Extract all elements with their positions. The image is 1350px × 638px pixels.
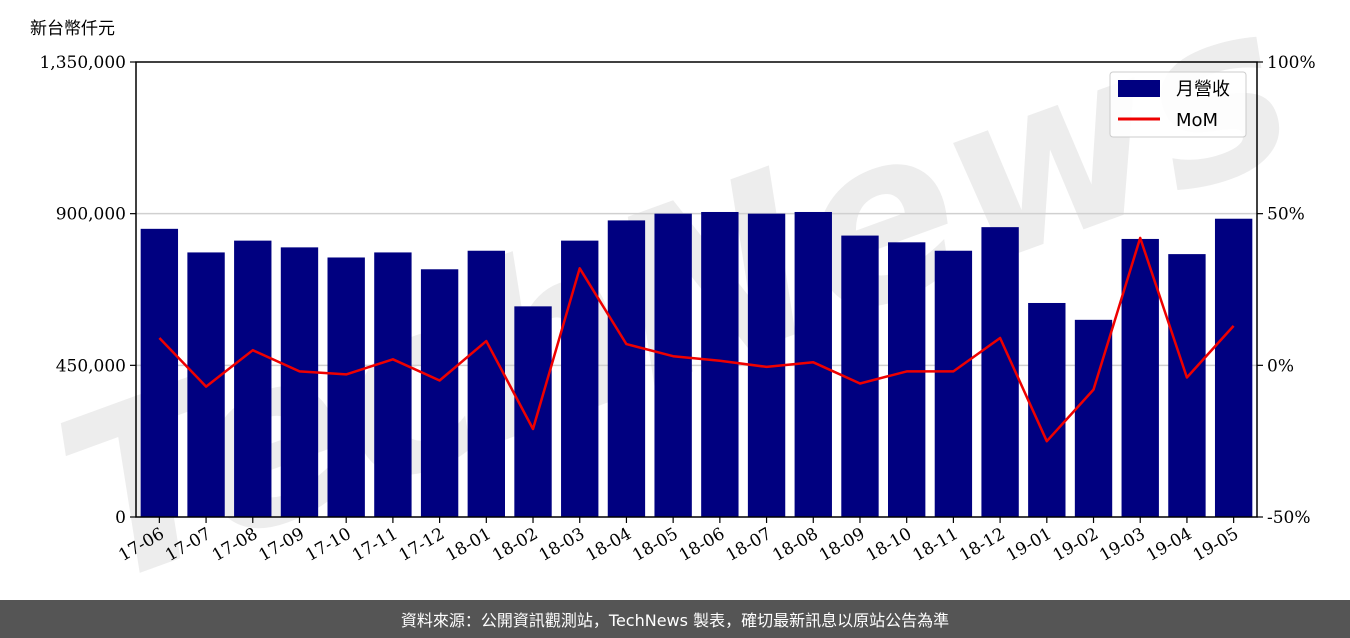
legend-swatch-bar [1118, 80, 1160, 97]
bar-18-03 [561, 240, 599, 517]
bar-17-09 [280, 247, 319, 518]
bar-17-10 [327, 257, 365, 517]
bar-17-07 [187, 252, 225, 518]
right-tick-label: 100% [1267, 53, 1316, 73]
x-tick-label: 18-06 [676, 524, 728, 566]
right-tick-label: -50% [1267, 508, 1311, 528]
left-tick-label: 1,350,000 [39, 53, 126, 73]
x-tick-label: 18-01 [442, 524, 494, 566]
right-axis: -50% 0% 50% 100% [1257, 53, 1316, 528]
bar-19-04 [1168, 254, 1206, 517]
left-tick-label: 0 [115, 508, 126, 528]
plot-frame [135, 61, 1258, 518]
x-tick-label: 18-09 [816, 524, 868, 566]
bar-18-04 [607, 220, 646, 517]
bar-17-06 [140, 228, 179, 518]
bar-17-08 [234, 240, 272, 517]
bar-18-12 [981, 227, 1019, 518]
mom-line-series [158, 236, 1235, 443]
x-tick-label: 19-01 [1003, 524, 1055, 566]
left-axis: 0 450,000 900,000 1,350,000 [39, 53, 136, 528]
x-tick-label: 18-11 [909, 524, 961, 566]
bar-18-11 [934, 250, 973, 518]
bar-18-02 [514, 306, 552, 517]
bar-17-12 [420, 269, 459, 517]
source-note: 資料來源：公開資訊觀測站，TechNews 製表，確切最新訊息以原站公告為準 [400, 611, 950, 630]
right-tick-label: 50% [1267, 205, 1305, 225]
left-tick-label: 450,000 [56, 356, 126, 376]
bar-19-03 [1121, 238, 1159, 517]
x-tick-label: 18-10 [863, 524, 915, 566]
x-tick-label: 19-03 [1096, 524, 1148, 566]
legend: 月營收 MoM [1109, 71, 1247, 138]
legend-label-mom: MoM [1176, 110, 1218, 131]
bar-18-01 [467, 250, 505, 518]
left-tick-label: 900,000 [56, 205, 126, 225]
x-tick-label: 18-08 [769, 524, 821, 566]
x-tick-label: 18-02 [489, 524, 541, 566]
bar-18-06 [701, 211, 739, 517]
right-tick-label: 0% [1267, 356, 1294, 376]
x-tick-label: 19-02 [1050, 524, 1102, 566]
revenue-chart: TechNews 新台幣仟元 0450,000900,0001,350,000 … [29, 0, 1324, 600]
bar-18-05 [654, 213, 692, 517]
legend-label-revenue: 月營收 [1176, 79, 1230, 100]
x-tick-label: 19-04 [1143, 524, 1195, 566]
x-tick-label: 18-07 [723, 524, 775, 566]
bar-17-11 [374, 252, 412, 518]
x-tick-label: 18-04 [582, 524, 634, 566]
bar-series [140, 211, 1253, 518]
x-tick-label: 18-12 [956, 524, 1008, 566]
grid-lines [136, 212, 1257, 367]
bar-19-05 [1214, 218, 1253, 517]
source-footer: 資料來源：公開資訊觀測站，TechNews 製表，確切最新訊息以原站公告為準 [0, 600, 1350, 638]
mom-line [158, 236, 1235, 443]
bar-18-10 [888, 242, 926, 517]
x-tick-label: 18-05 [629, 524, 681, 566]
x-tick-label: 19-05 [1190, 524, 1242, 566]
bar-18-09 [841, 235, 879, 517]
bar-19-01 [1028, 302, 1066, 517]
x-tick-label: 18-03 [536, 524, 588, 566]
unit-label: 新台幣仟元 [30, 19, 115, 39]
